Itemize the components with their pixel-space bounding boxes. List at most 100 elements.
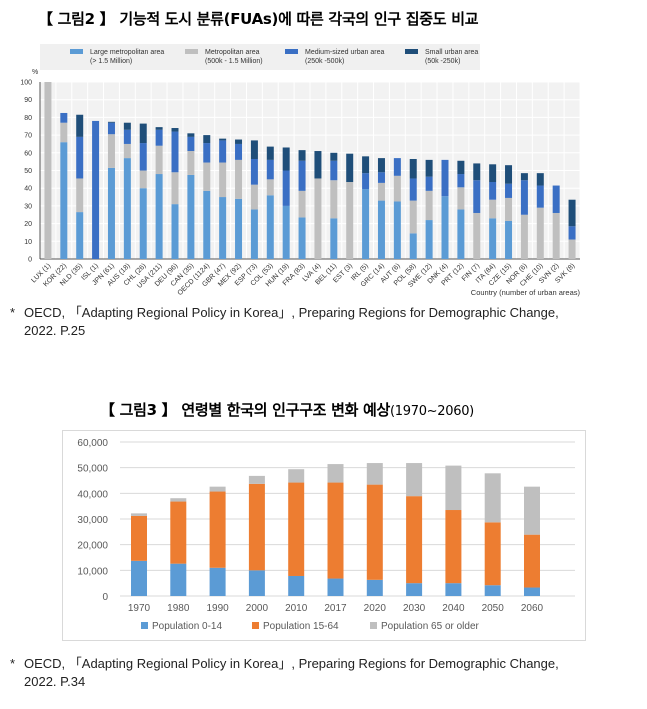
bar-segment bbox=[314, 178, 322, 259]
x-tick-label: 2050 bbox=[482, 603, 505, 614]
bar-segment bbox=[248, 483, 265, 571]
bar-segment bbox=[123, 129, 131, 144]
bar-segment bbox=[473, 212, 481, 259]
y-tick-label: 10,000 bbox=[77, 566, 108, 577]
y-tick-label: 90 bbox=[24, 97, 32, 104]
bar-segment bbox=[505, 165, 513, 184]
bar-segment bbox=[489, 218, 497, 259]
x-tick-label: 1980 bbox=[167, 603, 190, 614]
bar-segment bbox=[123, 143, 131, 159]
bar-segment bbox=[298, 160, 306, 191]
bar-segment bbox=[489, 199, 497, 219]
bar-segment bbox=[484, 585, 501, 596]
legend-box bbox=[40, 44, 480, 70]
bar-segment bbox=[187, 136, 195, 152]
bar-segment bbox=[76, 212, 84, 259]
bar-segment bbox=[248, 570, 265, 596]
bar-segment bbox=[445, 510, 462, 584]
bar-segment bbox=[505, 220, 513, 259]
bar-segment bbox=[457, 174, 465, 188]
bar-segment bbox=[250, 184, 258, 210]
bar-segment bbox=[425, 159, 433, 177]
bar-segment bbox=[250, 158, 258, 185]
bar-segment bbox=[219, 162, 227, 198]
source-line2: 2022. P.25 bbox=[24, 323, 86, 338]
bar-segment bbox=[524, 486, 540, 535]
bar-segment bbox=[520, 214, 528, 259]
bar-segment bbox=[123, 158, 131, 259]
legend-label: Small urban area bbox=[425, 49, 478, 56]
bar-segment bbox=[76, 178, 84, 213]
bar-segment bbox=[203, 190, 211, 259]
legend-swatch bbox=[405, 49, 418, 54]
bar-segment bbox=[489, 182, 497, 200]
bar-segment bbox=[235, 139, 243, 144]
bar-segment bbox=[266, 179, 274, 196]
bar-segment bbox=[330, 218, 338, 259]
bar-segment bbox=[155, 127, 163, 130]
bar-segment bbox=[457, 209, 465, 259]
bar-segment bbox=[330, 152, 338, 161]
population-structure-chart: 0 10,000 20,000 30,000 40,000 50,000 60,000 197… bbox=[62, 430, 586, 641]
bar-segment bbox=[282, 147, 290, 171]
bar-segment bbox=[457, 160, 465, 175]
bar-segment bbox=[187, 174, 195, 259]
legend-label-range: (250k -500k) bbox=[305, 58, 344, 65]
bar-segment bbox=[235, 159, 243, 199]
y-tick-label: 40,000 bbox=[77, 489, 108, 500]
bar-segment bbox=[131, 560, 147, 596]
bar-segment bbox=[362, 173, 370, 190]
bar-segment bbox=[346, 153, 354, 183]
bar-segment bbox=[131, 513, 147, 516]
bar-segment bbox=[209, 567, 226, 596]
bar-segment bbox=[327, 578, 344, 596]
y-axis-label: % bbox=[32, 69, 38, 76]
bar-segment bbox=[288, 469, 305, 483]
bar-segment bbox=[425, 220, 433, 259]
bar-segment bbox=[209, 486, 226, 492]
bar-segment bbox=[107, 167, 115, 259]
bar-segment bbox=[377, 158, 385, 173]
bar-segment bbox=[520, 180, 528, 215]
legend-swatch bbox=[70, 49, 83, 54]
bar-segment bbox=[362, 189, 370, 259]
legend-label: Population 0-14 bbox=[152, 621, 222, 632]
bar-segment bbox=[171, 204, 179, 259]
bar-segment bbox=[44, 82, 52, 259]
legend-label: Medium-sized urban area bbox=[305, 49, 384, 56]
bar-segment bbox=[282, 170, 290, 206]
bar-segment bbox=[441, 159, 449, 197]
bar-segment bbox=[288, 575, 305, 596]
bar-segment bbox=[445, 583, 462, 596]
bar-segment bbox=[123, 122, 131, 130]
y-tick-label: 20,000 bbox=[77, 541, 108, 552]
bar-segment bbox=[552, 212, 560, 259]
source-mark: * bbox=[10, 656, 16, 671]
figure3-title-years: (1970~2060) bbox=[390, 404, 474, 419]
y-tick-label: 60 bbox=[24, 150, 32, 157]
bar-segment bbox=[409, 233, 417, 259]
bar-segment bbox=[346, 182, 354, 259]
bar-segment bbox=[171, 128, 179, 132]
bar-segment bbox=[171, 131, 179, 173]
x-tick-label: 2030 bbox=[403, 603, 426, 614]
bar-segment bbox=[425, 176, 433, 191]
bar-segment bbox=[219, 138, 227, 141]
bar-segment bbox=[187, 133, 195, 137]
x-tick-label: 2020 bbox=[364, 603, 387, 614]
legend-swatch bbox=[370, 622, 377, 629]
bar-segment bbox=[203, 162, 211, 191]
bar-segment bbox=[139, 123, 147, 144]
legend-label: Population 65 or older bbox=[381, 621, 480, 632]
bar-segment bbox=[377, 172, 385, 183]
bar-segment bbox=[406, 463, 423, 497]
legend-label: Metropolitan area bbox=[205, 49, 260, 56]
bar-segment bbox=[139, 170, 147, 189]
figure3-title: 【 그림3 】 연령별 한국의 인구구조 변화 예상(1970~2060) bbox=[100, 399, 474, 420]
bar-segment bbox=[139, 143, 147, 171]
bar-segment bbox=[568, 199, 576, 227]
x-tick-label: 2060 bbox=[521, 603, 544, 614]
figure2-title: 【 그림2 】 기능적 도시 분류(FUAs)에 따른 각국의 인구 집중도 비… bbox=[38, 8, 479, 29]
bar-segment bbox=[377, 182, 385, 201]
bar-segment bbox=[409, 158, 417, 179]
